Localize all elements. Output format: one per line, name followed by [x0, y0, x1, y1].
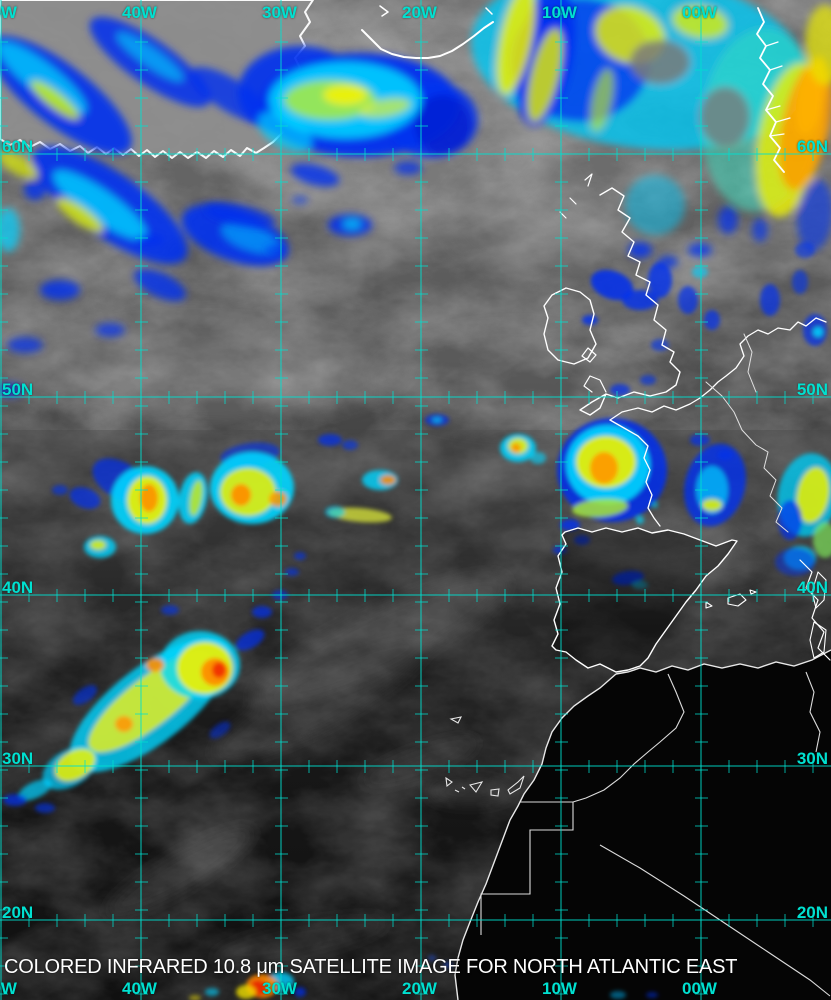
france-alps-clouds [612, 434, 831, 589]
central-cloud-swirl [204, 46, 478, 255]
africa-country-borders [480, 671, 831, 997]
caption-block: COLORED INFRARED 10.8 μm SATELLITE IMAGE… [4, 909, 830, 1000]
uk-scattered-cold [582, 242, 827, 396]
biscay-storm [553, 418, 667, 554]
caption-title: COLORED INFRARED 10.8 μm SATELLITE IMAGE… [4, 956, 738, 978]
northeast-frontal-band [471, 0, 831, 268]
africa-landmass [454, 649, 831, 1000]
midatlantic-storm-line [52, 414, 546, 558]
tropical-cells [189, 955, 658, 1000]
europe-coastlines [361, 5, 831, 661]
atlantic-islands [445, 716, 525, 797]
